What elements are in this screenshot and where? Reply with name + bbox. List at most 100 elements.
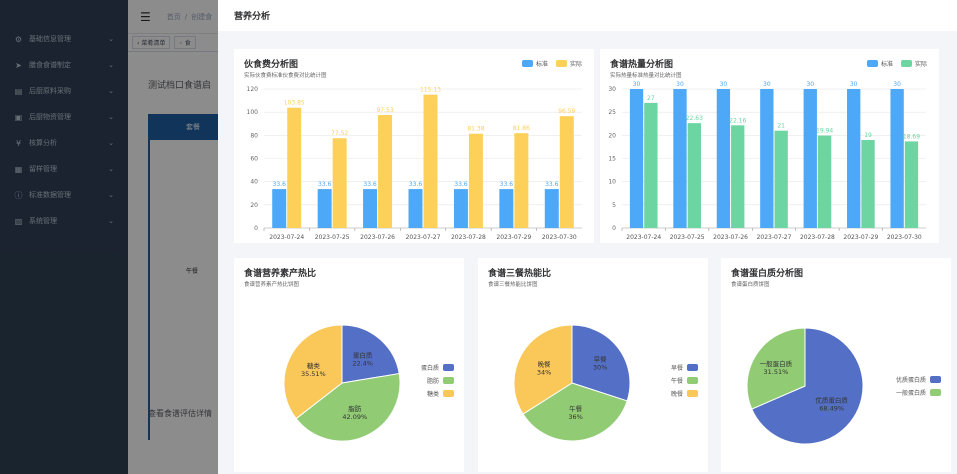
hamburger-icon[interactable]: ☰ [140,9,151,24]
breadcrumb-separator: / [184,12,188,21]
bar-actual [904,141,919,228]
info-icon: ⓘ [14,190,23,200]
y-tick-label: 5 [612,202,616,209]
y-tick-label: 15 [608,156,616,163]
data-label: 30 [720,81,728,88]
meal-pie-subtitle: 食谱三餐热能比饼图 [488,282,538,288]
legend-actual-label[interactable]: 实际 [569,61,582,68]
legend-protein[interactable]: 蛋白质 [421,361,454,374]
modal-overlay[interactable] [0,0,218,474]
legend-general-protein-label: 一般蛋白质 [895,390,926,397]
legend-breakfast[interactable]: 早餐 [671,361,698,374]
view-evaluation-link[interactable]: 查看食谱评估详情 [148,409,212,418]
system-icon: ▧ [14,216,23,226]
x-tick-label: 2023-07-29 [496,234,531,241]
legend-sugar[interactable]: 糖类 [421,387,454,400]
nutrient-pie-legend: 蛋白质 脂肪 糖类 [421,361,454,400]
data-label: 19.94 [816,128,833,135]
sidebar-item[interactable]: ⓘ 标准数据管理 ⌄ [0,182,128,208]
tag-dishes[interactable]: ‹ 菜肴清单 [132,36,171,49]
tag-recipe[interactable]: ◦ 食 [174,36,196,49]
legend-lunch-swatch [687,377,698,384]
table-header-label: 套餐 [186,123,200,131]
legend-quality-protein-swatch [930,376,941,383]
protein-pie-subtitle: 食谱蛋白质饼图 [731,282,770,288]
data-label: 33.6 [409,181,423,188]
bar-actual [687,123,701,228]
y-tick-label: 0 [612,225,616,232]
sidebar-item[interactable]: ➤ 膳食食谱制定 ⌄ [0,52,128,78]
data-label: 22.63 [686,115,703,122]
sidebar-item[interactable]: ▣ 后厨物资管理 ⌄ [0,104,128,130]
legend-dinner[interactable]: 晚餐 [671,387,698,400]
sidebar-item[interactable]: ¥ 核算分析 ⌄ [0,130,128,156]
sidebar-item-label: 后厨原料采购 [29,87,71,95]
y-tick-label: 10 [608,179,616,186]
bar-standard [272,189,287,228]
sidebar-item[interactable]: ▧ 系统管理 ⌄ [0,208,128,234]
x-tick-label: 2023-07-30 [887,234,922,241]
sidebar: ⚙ 基础信息管理 ⌄ ➤ 膳食食谱制定 ⌄ ▤ 后厨原料采购 ⌄ ▣ 后厨物资管理 ⌄ ¥ 核算分析 ⌄ ▦ 留… [0,0,128,474]
slice-name-label: 脂肪 [348,404,362,413]
bar-standard [453,189,468,228]
sidebar-item-label: 标准数据管理 [29,191,71,199]
page-heading: 测试档口食谱启 [148,81,212,91]
pie-slice [746,327,806,410]
bar-standard [544,189,559,228]
chevron-down-icon: ⌄ [108,113,114,121]
data-label: 30 [806,81,814,88]
bar-actual [817,135,832,228]
data-label: 19 [864,132,872,139]
slice-value-label: 42.09% [342,413,367,421]
send-icon: ➤ [15,60,22,70]
bar-actual [332,138,347,228]
bar-standard [847,89,861,228]
x-tick-label: 2023-07-30 [542,234,577,241]
slice-value-label: 36% [568,413,582,421]
legend-quality-protein[interactable]: 优质蛋白质 [896,373,941,386]
heat-chart-subtitle: 实际热量标准热量对比统计图 [610,73,682,79]
legend-actual-swatch [900,60,912,67]
y-tick-label: 20 [608,132,616,139]
legend-breakfast-label: 早餐 [670,365,683,372]
sidebar-item[interactable]: ▦ 留样管理 ⌄ [0,156,128,182]
data-label: 33.6 [273,181,287,188]
data-label: 30 [893,81,901,88]
heat-chart-title: 食谱热量分析图 [610,60,674,70]
breadcrumb-home[interactable]: 首页 [166,12,181,21]
y-tick-label: 25 [608,109,616,116]
cost-chart-legend: 标准 实际 [514,59,582,68]
data-label: 97.53 [376,107,393,114]
slice-name-label: 糖类 [307,361,321,370]
legend-fat[interactable]: 脂肪 [421,374,454,387]
sidebar-item-label: 系统管理 [29,217,57,225]
chevron-down-icon: ⌄ [108,61,114,69]
legend-lunch[interactable]: 午餐 [671,374,698,387]
dialog-title: 营养分析 [234,12,271,22]
x-tick-label: 2023-07-26 [713,234,748,241]
y-tick-label: 120 [247,86,259,93]
sidebar-item[interactable]: ⚙ 基础信息管理 ⌄ [0,26,128,52]
data-label: 21 [777,123,785,130]
navbar: ☰ 首页 / 创建食 [128,0,218,34]
legend-quality-protein-label: 优质蛋白质 [895,377,926,384]
pie-slice [571,324,631,402]
slice-value-label: 68.49% [819,405,844,413]
table-border [148,140,150,440]
data-label: 103.85 [284,100,305,107]
yen-icon: ¥ [15,138,22,148]
chevron-down-icon: ⌄ [108,139,114,147]
pie-slice [295,372,401,442]
legend-standard-label[interactable]: 标准 [880,61,893,68]
legend-general-protein[interactable]: 一般蛋白质 [896,386,941,399]
legend-standard-label[interactable]: 标准 [535,61,548,68]
sidebar-item[interactable]: ▤ 后厨原料采购 ⌄ [0,78,128,104]
cost-bar-chart: 0 20 40 60 80 100 120 2023-07-24 33.6 103.85 2023-… [247,86,582,241]
table-header: 套餐 [148,114,218,140]
pie-slice [522,382,628,442]
legend-actual-label[interactable]: 实际 [914,61,927,68]
sample-icon: ▦ [14,164,23,174]
